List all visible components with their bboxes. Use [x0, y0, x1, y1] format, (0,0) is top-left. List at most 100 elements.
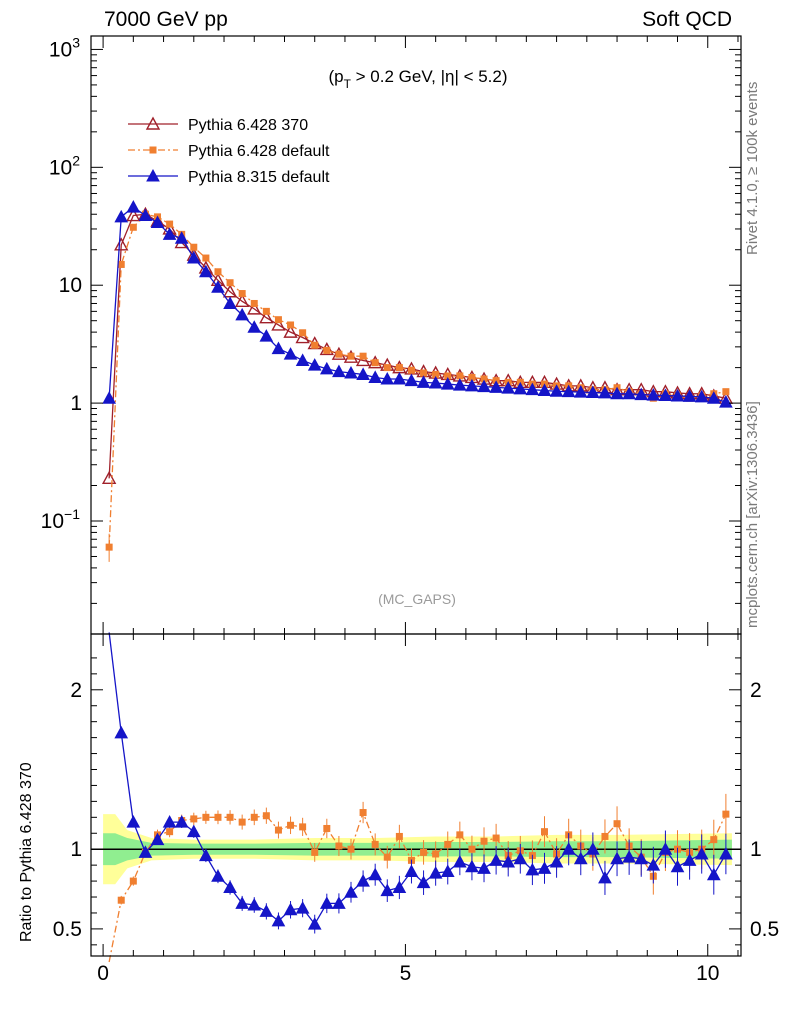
series-3-point	[186, 250, 201, 264]
ratio-series-3-point	[126, 815, 141, 828]
ratio-series-3-point	[537, 861, 552, 874]
ratio-series-2-point	[202, 813, 210, 821]
ratio-series-2-point	[347, 845, 355, 853]
series-3-point	[719, 395, 733, 408]
ratio-series-3-point	[670, 859, 685, 873]
series-2-point	[299, 329, 307, 337]
ratio-series-3-point	[549, 854, 564, 868]
series-3-point	[199, 264, 213, 278]
ratio-series-3-point	[223, 880, 237, 893]
series-2-point	[722, 388, 730, 396]
ratio-series-3-point	[682, 853, 697, 866]
ratio-series-2-point	[468, 845, 476, 853]
series-3-point	[452, 378, 467, 391]
series-2-point	[480, 375, 488, 383]
ratio-series-2-point	[456, 831, 464, 839]
ratio-series-3-point	[404, 864, 419, 878]
ratio-series-2-point	[601, 832, 609, 840]
series-2-point	[129, 223, 137, 231]
ratio-series-3-line	[108, 632, 727, 926]
series-3-point	[114, 209, 129, 223]
legend-marker-2	[149, 146, 157, 154]
ratio-series-2-point	[359, 809, 367, 817]
series-3-point	[586, 385, 600, 399]
ratio-series-2-point	[238, 818, 246, 826]
series-3-point	[295, 353, 310, 366]
ratio-series-2-line	[108, 810, 727, 963]
series-3-point	[694, 389, 709, 403]
ratio-series-3-point	[247, 897, 262, 911]
series-3-point	[247, 320, 262, 333]
main-y-tick-label: 10	[59, 274, 82, 297]
ratio-y-tick-label-right: 0.5	[750, 918, 779, 941]
series-2-point	[190, 243, 198, 251]
series-2-point	[214, 268, 222, 276]
ratio-series-2-point	[540, 828, 548, 836]
ratio-series-2-point	[214, 813, 222, 821]
series-2-point	[371, 359, 379, 367]
rivet-version-label: Rivet 4.1.0, ≥ 100k events	[744, 81, 761, 255]
ratio-y-tick-label-right: 1	[750, 838, 762, 861]
ratio-series-3-point	[199, 848, 213, 862]
series-1-group	[101, 206, 734, 485]
series-3-point	[404, 373, 419, 387]
series-1-point	[283, 324, 298, 338]
series-2-point	[166, 220, 174, 228]
series-3-point	[332, 364, 346, 378]
series-1-point	[271, 317, 286, 331]
ratio-series-3-point	[356, 874, 370, 887]
ratio-series-3-point	[319, 896, 334, 909]
series-3-point	[706, 391, 721, 404]
mcplots-reference-label: mcplots.cern.ch [arXiv:1306.3436]	[744, 401, 761, 628]
series-3-point	[416, 375, 431, 388]
series-3-point	[235, 307, 250, 321]
ratio-series-2-point	[299, 823, 307, 831]
legend-marker-1	[145, 116, 161, 130]
ratio-series-3-point	[513, 851, 528, 865]
series-3-point	[477, 379, 491, 393]
series-2-point	[202, 254, 210, 262]
series-3-point	[283, 347, 298, 360]
series-3-point	[489, 380, 503, 393]
ratio-series-3-point	[465, 859, 479, 873]
ratio-series-2-point	[117, 896, 125, 904]
ratio-y-tick-label: 0.5	[53, 918, 82, 941]
ratio-series-3-point	[186, 824, 201, 838]
ratio-series-2-point	[250, 813, 258, 821]
ratio-series-3-point	[332, 896, 346, 909]
ratio-series-2-point	[335, 842, 343, 850]
series-3-point	[598, 385, 612, 399]
ratio-series-3-point	[525, 862, 540, 876]
series-3-point	[610, 386, 624, 400]
series-2-point	[420, 369, 428, 377]
ratio-series-3-point	[259, 904, 274, 917]
ratio-y-tick-label: 2	[70, 679, 82, 702]
series-3-point	[440, 377, 455, 390]
series-2-point	[335, 350, 343, 358]
series-3-point	[634, 387, 649, 401]
series-2-point	[383, 364, 391, 372]
series-2-point	[105, 543, 113, 551]
series-3-line	[108, 206, 727, 403]
series-3-point	[102, 391, 116, 404]
series-3-point	[465, 378, 479, 392]
analysis-watermark: (MC_GAPS)	[378, 591, 456, 607]
ratio-series-2-point	[420, 848, 428, 856]
collision-energy-title: 7000 GeV pp	[104, 8, 228, 31]
ratio-series-3-group	[108, 632, 733, 934]
ratio-series-3-point	[610, 851, 624, 865]
series-3-point	[670, 388, 685, 402]
ratio-series-3-point	[271, 913, 286, 927]
series-3-point	[537, 383, 552, 396]
ratio-series-2-point	[395, 832, 403, 840]
ratio-series-2-point	[492, 834, 500, 842]
process-title: Soft QCD	[642, 8, 732, 31]
ratio-series-2-point	[710, 836, 718, 844]
series-3-point	[259, 329, 274, 342]
series-3-point	[307, 358, 322, 371]
ratio-series-2-point	[613, 820, 621, 828]
series-1-point	[355, 352, 371, 367]
ratio-series-3-point	[477, 861, 491, 874]
ratio-series-2-point	[323, 824, 331, 832]
series-1-point	[295, 330, 310, 344]
